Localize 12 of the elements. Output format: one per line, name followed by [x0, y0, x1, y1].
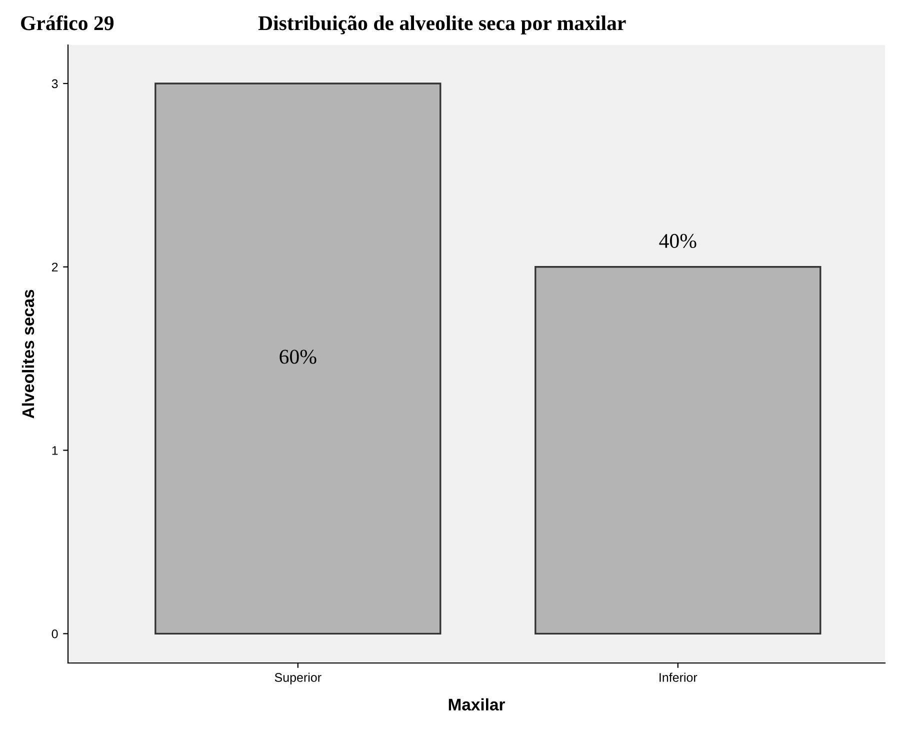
x-tick-label: Superior: [274, 672, 322, 684]
y-axis-title: Alveolites secas: [22, 290, 34, 418]
y-tick-label: 1: [52, 446, 58, 455]
x-tick-label: Inferior: [660, 672, 698, 682]
chart-title: Gráfico 29: [21, 15, 114, 30]
chart-subtitle: Distribuição de alveolite seca por maxilar: [258, 16, 626, 34]
x-axis-title: Maxilar: [448, 698, 505, 711]
y-tick-label: 0: [52, 629, 58, 638]
annotation: 40%: [659, 234, 696, 248]
annotation: 60%: [280, 350, 316, 364]
y-tick-label: 2: [52, 262, 58, 272]
y-tick-label: 3: [52, 79, 58, 88]
